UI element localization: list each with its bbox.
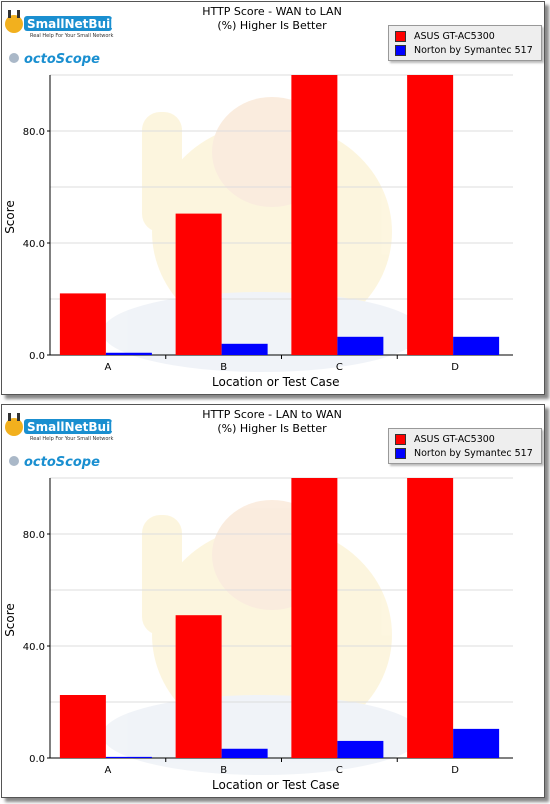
watermark — [102, 500, 422, 775]
legend-label: ASUS GT-AC5300 — [414, 433, 495, 445]
bar-asus-c — [291, 75, 338, 355]
legend-swatch-blue — [395, 447, 406, 459]
y-tick-label: 0.0 — [29, 754, 45, 765]
svg-text:octoScope: octoScope — [24, 52, 100, 67]
legend-label: Norton by Symantec 517 — [414, 447, 533, 459]
chart-panel-wan-to-lan: 0.0 40.0 80.0 A B C D SmallNetBuilder Real Hel… — [1, 1, 545, 395]
plot-area: 0.0 40.0 80.0 A B C D — [23, 74, 513, 373]
bar-norton-d — [453, 336, 500, 355]
bar-norton-a — [105, 352, 152, 355]
legend: ASUS GT-AC5300 Norton by Symantec 517 — [388, 25, 542, 61]
watermark — [102, 97, 422, 372]
x-tick-label: B — [220, 362, 227, 373]
bar-asus-d — [407, 75, 454, 355]
y-axis-title: Score — [2, 200, 17, 234]
y-tick-label: 0.0 — [29, 351, 45, 362]
bar-norton-d — [453, 728, 500, 758]
bar-norton-c — [337, 740, 384, 758]
y-tick-label: 40.0 — [23, 642, 45, 653]
plot-area: 0.0 40.0 80.0 A B C D — [23, 477, 513, 776]
x-axis-title: Location or Test Case — [212, 778, 340, 792]
svg-text:octoScope: octoScope — [24, 455, 100, 470]
x-axis-title: Location or Test Case — [212, 375, 340, 389]
svg-text:SmallNetBuilder: SmallNetBuilder — [27, 420, 120, 434]
smallnetbuilder-logo: SmallNetBuilder Real Help For Your Small… — [5, 413, 120, 470]
legend-item-asus: ASUS GT-AC5300 — [395, 432, 495, 446]
bar-norton-c — [337, 336, 384, 355]
x-tick-label: D — [451, 362, 459, 373]
legend-swatch-blue — [395, 44, 406, 56]
bar-asus-a — [59, 293, 106, 355]
x-tick-label: A — [104, 362, 111, 373]
legend-item-asus: ASUS GT-AC5300 — [395, 29, 495, 43]
svg-text:Real Help For Your Small Netwo: Real Help For Your Small Network — [30, 436, 113, 442]
legend-item-norton: Norton by Symantec 517 — [395, 446, 533, 460]
bar-asus-d — [407, 478, 454, 758]
bar-norton-b — [221, 748, 268, 758]
legend-swatch-red — [395, 30, 406, 42]
bar-asus-b — [175, 213, 222, 355]
smallnetbuilder-logo: SmallNetBuilder Real Help For Your Small… — [5, 10, 120, 67]
bar-asus-b — [175, 615, 222, 758]
legend-item-norton: Norton by Symantec 517 — [395, 43, 533, 57]
svg-text:Real Help For Your Small Netwo: Real Help For Your Small Network — [30, 33, 113, 39]
chart-subtitle: (%) Higher Is Better — [217, 422, 327, 435]
chart-subtitle: (%) Higher Is Better — [217, 19, 327, 32]
bar-asus-a — [59, 695, 106, 758]
y-tick-label: 40.0 — [23, 239, 45, 250]
x-tick-label: B — [220, 765, 227, 776]
legend-swatch-red — [395, 433, 406, 445]
chart-svg: 0.0 40.0 80.0 A B C D — [23, 477, 513, 776]
legend: ASUS GT-AC5300 Norton by Symantec 517 — [388, 428, 542, 464]
bar-asus-c — [291, 478, 338, 758]
bar-norton-a — [105, 756, 152, 758]
y-axis-title: Score — [2, 603, 17, 637]
y-tick-label: 80.0 — [23, 530, 45, 541]
chart-panel-lan-to-wan: 0.0 40.0 80.0 A B C D SmallNetBuilder Real Hel… — [1, 404, 545, 798]
legend-label: ASUS GT-AC5300 — [414, 30, 495, 42]
svg-text:SmallNetBuilder: SmallNetBuilder — [27, 17, 120, 31]
bar-norton-b — [221, 343, 268, 355]
x-tick-label: C — [336, 765, 343, 776]
x-tick-label: D — [451, 765, 459, 776]
chart-title: HTTP Score - WAN to LAN — [202, 5, 342, 18]
y-tick-label: 80.0 — [23, 127, 45, 138]
x-tick-label: A — [104, 765, 111, 776]
legend-label: Norton by Symantec 517 — [414, 44, 533, 56]
chart-title: HTTP Score - LAN to WAN — [202, 408, 342, 421]
x-tick-label: C — [336, 362, 343, 373]
chart-svg: 0.0 40.0 80.0 A B C D — [23, 74, 513, 373]
